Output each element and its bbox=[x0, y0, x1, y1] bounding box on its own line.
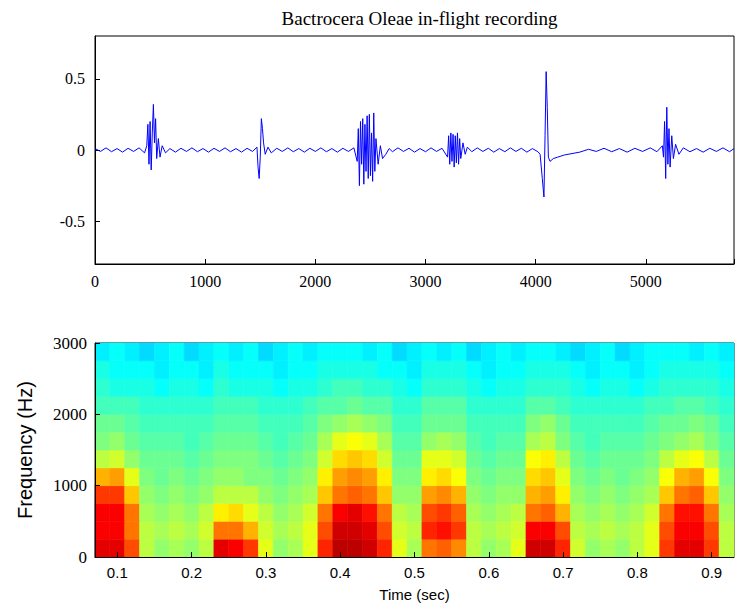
svg-text:0.1: 0.1 bbox=[107, 564, 128, 581]
svg-text:0.4: 0.4 bbox=[330, 564, 351, 581]
svg-text:0.3: 0.3 bbox=[255, 564, 276, 581]
svg-text:Time (sec): Time (sec) bbox=[379, 586, 449, 603]
svg-text:0.9: 0.9 bbox=[701, 564, 722, 581]
svg-text:0.8: 0.8 bbox=[627, 564, 648, 581]
svg-text:0.5: 0.5 bbox=[404, 564, 425, 581]
svg-text:2000: 2000 bbox=[299, 273, 331, 290]
svg-text:0: 0 bbox=[91, 273, 99, 290]
svg-text:Bactrocera Oleae in-flight rec: Bactrocera Oleae in-flight recording bbox=[282, 8, 558, 29]
svg-text:1000: 1000 bbox=[189, 273, 221, 290]
svg-text:0.7: 0.7 bbox=[553, 564, 574, 581]
svg-text:4000: 4000 bbox=[520, 273, 552, 290]
svg-text:5000: 5000 bbox=[630, 273, 662, 290]
svg-text:Frequency (Hz): Frequency (Hz) bbox=[14, 381, 36, 519]
svg-text:0: 0 bbox=[77, 142, 85, 159]
svg-text:0: 0 bbox=[79, 548, 88, 567]
svg-text:1000: 1000 bbox=[53, 476, 87, 495]
svg-text:0.2: 0.2 bbox=[181, 564, 202, 581]
svg-text:2000: 2000 bbox=[53, 405, 87, 424]
svg-text:3000: 3000 bbox=[410, 273, 442, 290]
svg-text:0.6: 0.6 bbox=[478, 564, 499, 581]
svg-text:3000: 3000 bbox=[53, 334, 87, 353]
svg-text:-0.5: -0.5 bbox=[60, 213, 85, 230]
svg-text:0.5: 0.5 bbox=[65, 70, 85, 87]
